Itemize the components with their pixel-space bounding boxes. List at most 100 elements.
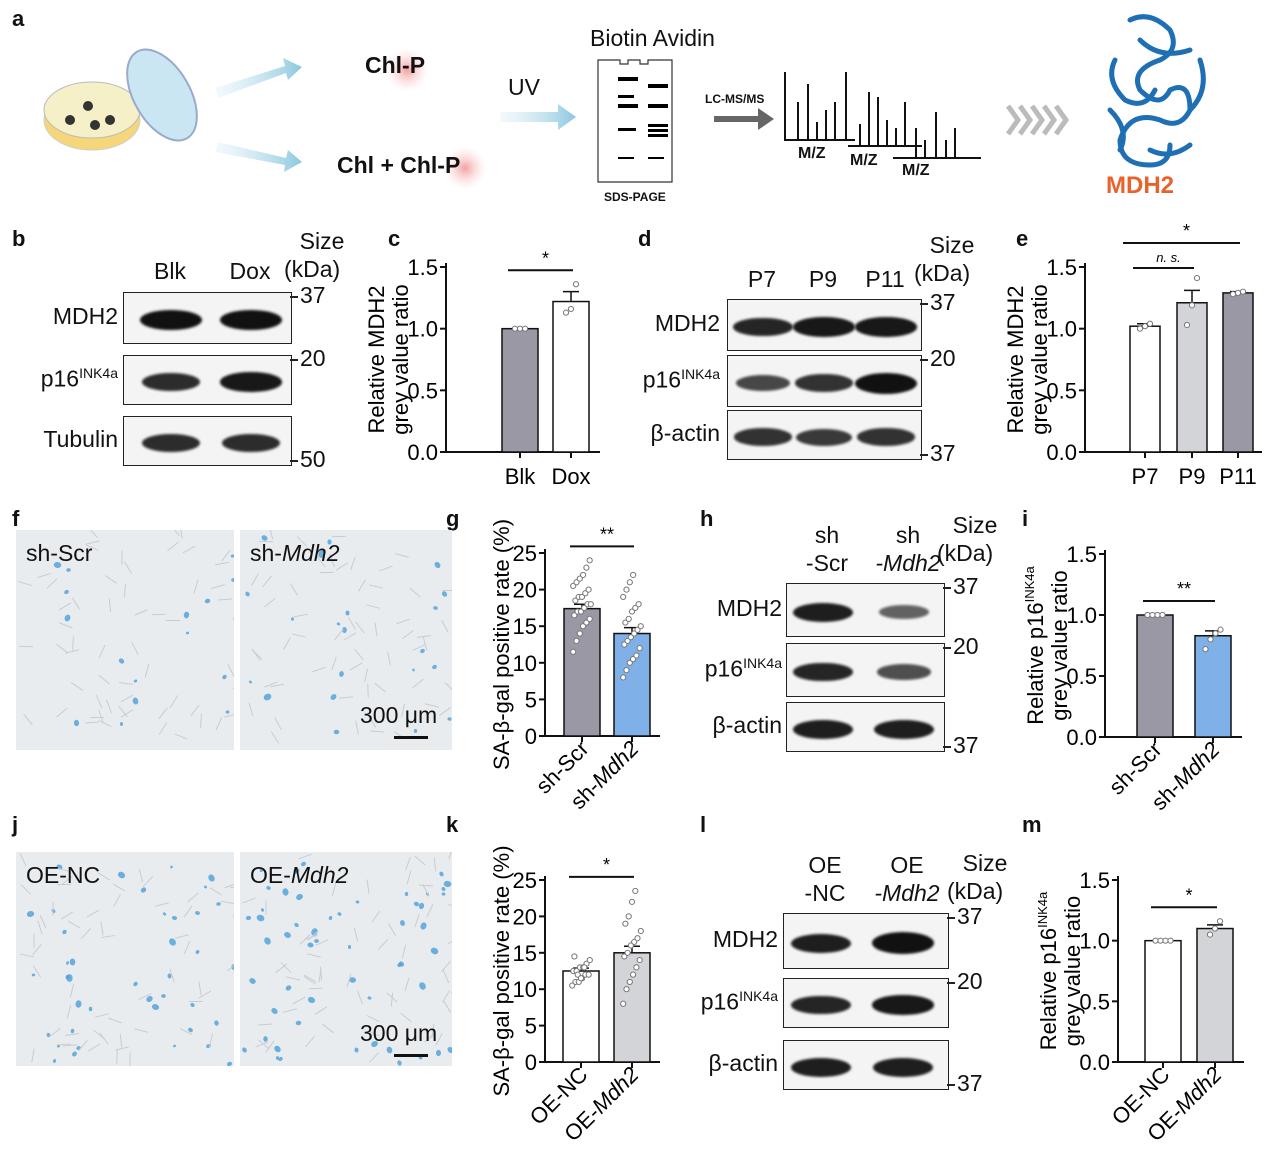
row-label-text: MDH2	[712, 926, 778, 952]
protein-band	[734, 428, 792, 446]
blot-strip	[123, 416, 292, 466]
data-point	[521, 325, 529, 332]
size-marker: 37	[300, 282, 326, 308]
protein-band	[792, 719, 854, 739]
size-tick	[920, 454, 928, 456]
mz-label: M/Z	[902, 162, 930, 179]
data-point	[1216, 918, 1224, 925]
panel-label-i: i	[1022, 506, 1029, 531]
row-label-text: β-actin	[650, 420, 720, 446]
protein-band	[795, 428, 853, 446]
protein-band	[857, 428, 915, 446]
bar	[1222, 292, 1254, 453]
gene-name: Mdh2	[290, 862, 349, 888]
protein-band	[141, 434, 201, 452]
data-point	[572, 281, 580, 288]
lane-label: P11	[865, 266, 905, 292]
data-point	[620, 1000, 627, 1007]
data-point	[622, 920, 629, 927]
row-label-text: p16	[40, 365, 80, 392]
blot-strip	[727, 299, 922, 351]
y-tick-label: 1.0	[1079, 929, 1110, 954]
data-point	[1141, 323, 1149, 330]
blot-strip	[783, 913, 949, 969]
protein-structure-icon	[1107, 14, 1206, 168]
bar	[501, 327, 539, 453]
data-point	[511, 325, 519, 332]
data-point	[626, 978, 633, 986]
data-point	[633, 964, 640, 971]
row-label-text: p16	[700, 988, 740, 1015]
row-label: β-actin	[713, 712, 782, 739]
blot-strip	[786, 702, 945, 752]
superscript: INK4a	[1035, 891, 1050, 928]
y-tick-label: 0.0	[1079, 1050, 1110, 1075]
size-marker: 37	[930, 440, 956, 466]
row-label-superscript: INK4a	[743, 655, 782, 671]
size-marker: 37	[930, 289, 956, 315]
x-tick-label: P11	[1219, 464, 1257, 489]
protein-band	[140, 310, 202, 330]
y-tick-label: 1.0	[1066, 603, 1097, 628]
data-point	[1183, 321, 1191, 329]
panel-label-j: j	[12, 812, 19, 837]
label-prefix: OE-	[250, 862, 291, 888]
chart-i: 0.0 0.5 1.0 1.5 Relative p16INK4a grey value …	[1022, 542, 1242, 815]
chl-p-label: Chl-P	[365, 52, 426, 78]
data-point	[1159, 611, 1166, 619]
size-tick	[290, 359, 298, 361]
data-point	[637, 927, 644, 935]
protein-band	[793, 317, 855, 337]
bar	[1144, 939, 1182, 1063]
protein-band	[855, 372, 917, 394]
condition-label: OE-NC	[26, 862, 101, 888]
protein-band	[220, 310, 282, 330]
data-point	[1193, 275, 1201, 282]
panel-label-f: f	[12, 506, 20, 531]
y-tick-label: 1.5	[407, 255, 438, 280]
size-marker: 20	[953, 633, 979, 659]
y-tick-label: 25	[513, 541, 537, 566]
significance-label: *	[542, 248, 549, 268]
scale-bar	[394, 1054, 428, 1057]
data-point	[625, 615, 632, 622]
lane-label: OE	[808, 852, 842, 878]
y-tick-label: 0.5	[1046, 378, 1077, 403]
protein-band	[220, 372, 282, 392]
error-bar	[563, 290, 579, 302]
row-label: p16INK4a	[41, 365, 118, 393]
size-marker: 50	[300, 446, 326, 472]
size-tick	[947, 917, 955, 919]
significance-label: *	[1185, 885, 1192, 905]
y-tick-label: 0	[525, 724, 537, 749]
lc-ms-ms-label: LC-MS/MS	[705, 92, 765, 106]
data-point	[577, 975, 585, 982]
data-point	[1167, 937, 1174, 944]
row-label: MDH2	[713, 926, 778, 953]
biotin-avidin-label: Biotin Avidin	[590, 25, 715, 51]
protein-band	[733, 317, 793, 337]
protein-band	[877, 664, 931, 680]
mz-label: M/Z	[850, 152, 878, 169]
bar	[1194, 634, 1232, 738]
protein-band	[792, 602, 854, 622]
size-header: Size	[299, 228, 345, 254]
sds-page-label: SDS-PAGE	[604, 190, 666, 204]
bar	[1176, 302, 1208, 453]
y-axis-label: grey value ratio	[1060, 896, 1085, 1046]
sds-page-gel-icon	[597, 59, 673, 183]
lane-label: -Mdh2	[874, 880, 940, 906]
data-point	[630, 571, 637, 579]
row-label-text: MDH2	[654, 310, 720, 336]
size-marker: 20	[300, 345, 326, 371]
y-axis-label: SA-β-gal positive rate (%)	[489, 519, 514, 770]
data-point	[586, 557, 593, 564]
row-label-superscript: INK4a	[681, 366, 720, 382]
lane-label: -Mdh2	[875, 550, 941, 576]
bar	[563, 607, 601, 737]
data-point	[633, 652, 640, 659]
panel-label-g: g	[446, 506, 460, 531]
protein-band	[735, 375, 791, 391]
data-point	[1136, 325, 1144, 332]
